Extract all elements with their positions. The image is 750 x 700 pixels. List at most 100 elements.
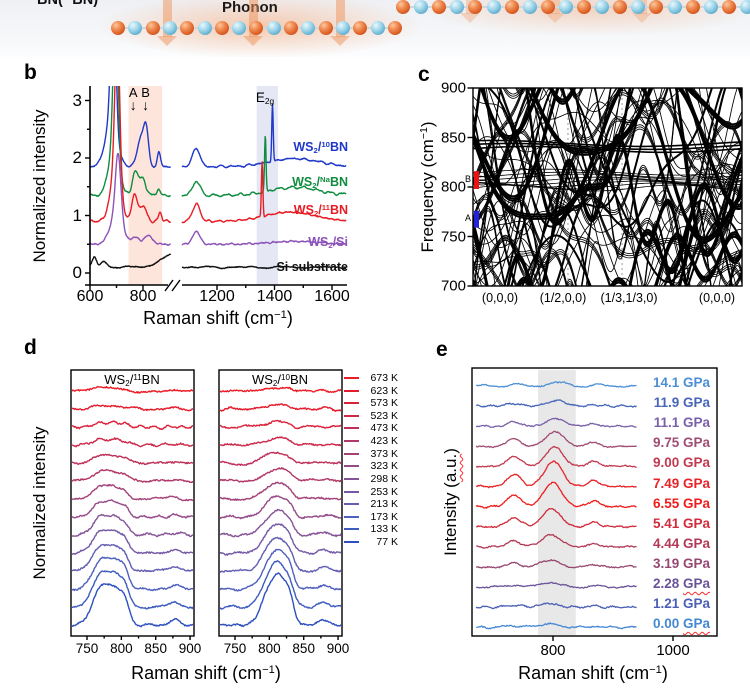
text-segment: /Si bbox=[332, 235, 348, 249]
panel-b-x-tick-label: 1600 bbox=[314, 288, 350, 305]
text-segment: 2 bbox=[125, 379, 130, 389]
legend-swatch bbox=[344, 503, 359, 506]
phonon-arrow-head bbox=[243, 36, 263, 46]
text-segment: WS bbox=[308, 235, 329, 249]
atom-boron bbox=[249, 21, 264, 35]
text-segment: Raman shift (cm bbox=[131, 663, 263, 683]
pressure-unit: GPa bbox=[682, 395, 710, 411]
legend-swatch bbox=[344, 477, 359, 480]
pressure-unit: GPa bbox=[682, 455, 710, 471]
pressure-unit: GPa bbox=[682, 616, 710, 632]
panel-b-y-tick-label: 2 bbox=[72, 148, 82, 167]
panel-c-kpoint-label: (0,0,0) bbox=[481, 291, 519, 305]
text-segment: −1 bbox=[274, 308, 287, 321]
atom-nitrogen bbox=[703, 0, 718, 14]
atom-boron bbox=[468, 0, 483, 14]
text-segment: 11 bbox=[133, 372, 142, 382]
text-segment: −1 bbox=[262, 663, 275, 676]
panel-e-y-axis-title: Intensity (a.u.) bbox=[441, 448, 461, 556]
text-segment: −1 bbox=[418, 127, 431, 140]
text-segment: BN bbox=[329, 203, 348, 217]
panel-b-x-tick-label: 1400 bbox=[256, 288, 293, 305]
legend-label: 673 K bbox=[370, 372, 398, 384]
panel-c-y-tick-label: 700 bbox=[440, 277, 466, 295]
text-segment: BN bbox=[329, 175, 348, 189]
legend-swatch bbox=[344, 465, 359, 468]
text-segment: BN( bbox=[37, 0, 63, 8]
panel-c-plot-canvas bbox=[455, 80, 750, 295]
atom-boron bbox=[721, 0, 736, 14]
pressure-unit: GPa bbox=[682, 535, 710, 551]
atom-boron bbox=[540, 0, 555, 14]
series-label: WS2/NaBN bbox=[240, 174, 348, 191]
legend-swatch bbox=[344, 389, 359, 392]
atom-nitrogen bbox=[558, 0, 573, 14]
text-segment: / bbox=[318, 203, 322, 217]
text-segment: WS bbox=[104, 372, 126, 387]
legend-label: 623 K bbox=[370, 384, 398, 397]
pressure-value: 5.41 bbox=[652, 515, 683, 531]
phonon-arrow-stem bbox=[335, 0, 345, 37]
atom-nitrogen bbox=[128, 21, 143, 35]
text-segment: BN) bbox=[72, 0, 99, 8]
text-segment: WS bbox=[293, 203, 314, 217]
legend-swatch bbox=[344, 402, 359, 405]
atom-boron bbox=[284, 21, 298, 35]
legend-label: 523 K bbox=[370, 409, 398, 422]
text-segment: / bbox=[316, 175, 321, 189]
atom-nitrogen bbox=[739, 0, 750, 14]
legend-swatch bbox=[344, 490, 359, 493]
panel-c-y-tick-label: 800 bbox=[440, 178, 466, 196]
legend-label: 298 K bbox=[370, 472, 398, 485]
pressure-value: 11.9 bbox=[653, 395, 683, 411]
legend-swatch bbox=[344, 440, 359, 443]
panel-d-plot-canvas bbox=[55, 360, 355, 645]
panel-c-y-tick-label: 850 bbox=[440, 129, 466, 146]
text-segment: −1 bbox=[649, 663, 662, 676]
atom-nitrogen bbox=[232, 21, 247, 35]
pressure-unit: GPa bbox=[682, 596, 710, 612]
atom-nitrogen bbox=[335, 21, 350, 35]
panel-c-marker-label-A: A bbox=[464, 213, 471, 224]
isotope-label: 10BN(11BN) bbox=[27, 0, 98, 8]
panel-e-x-tick-label: 800 bbox=[540, 642, 566, 659]
pressure-unit: GPa bbox=[682, 576, 710, 591]
pressure-label: 0.00 GPa bbox=[560, 616, 710, 631]
atom-boron bbox=[214, 21, 229, 35]
text-segment: 2 bbox=[312, 181, 317, 191]
text-segment: 2 bbox=[328, 241, 333, 251]
pressure-label: 6.55 GPa bbox=[560, 496, 710, 511]
pressure-value: 9.75 bbox=[652, 435, 683, 451]
phonon-arrow-head bbox=[545, 13, 565, 23]
atom-nitrogen bbox=[162, 21, 177, 35]
text-segment: 10 bbox=[321, 139, 330, 149]
pressure-value: 0.00 bbox=[652, 616, 683, 632]
panel-d-x-tick-label: 900 bbox=[178, 641, 202, 656]
text-segment: ) bbox=[661, 663, 668, 683]
pressure-label: 1.21 GPa bbox=[560, 596, 710, 611]
text-segment: ) bbox=[274, 663, 281, 683]
text-segment: WS bbox=[292, 175, 313, 189]
text-segment: BN bbox=[141, 372, 160, 387]
pressure-value: 9.00 bbox=[652, 455, 683, 471]
panel-e-x-tick-label: 1000 bbox=[656, 642, 690, 659]
phonon-arrow-head bbox=[460, 13, 480, 23]
text-segment: 2g bbox=[264, 96, 275, 107]
phonon-arrow-head bbox=[157, 36, 177, 46]
legend-label: 173 K bbox=[370, 510, 398, 523]
text-segment: BN bbox=[289, 372, 309, 387]
atom-boron bbox=[396, 0, 410, 14]
text-segment: Intensity ( bbox=[441, 482, 460, 556]
panel-d-x-tick-label: 800 bbox=[110, 641, 133, 656]
text-segment: / bbox=[129, 372, 134, 387]
legend-label: 133 K bbox=[370, 523, 398, 536]
series-label: Si substrate bbox=[240, 260, 348, 274]
pressure-unit: GPa bbox=[682, 475, 710, 491]
text-segment: Na bbox=[320, 174, 330, 184]
atom-nitrogen bbox=[301, 21, 316, 35]
text-segment: a.u. bbox=[441, 453, 460, 483]
legend-label: 473 K bbox=[370, 422, 398, 435]
panel-d-y-axis-title: Normalized intensity bbox=[30, 426, 49, 580]
atom-boron bbox=[685, 0, 700, 14]
